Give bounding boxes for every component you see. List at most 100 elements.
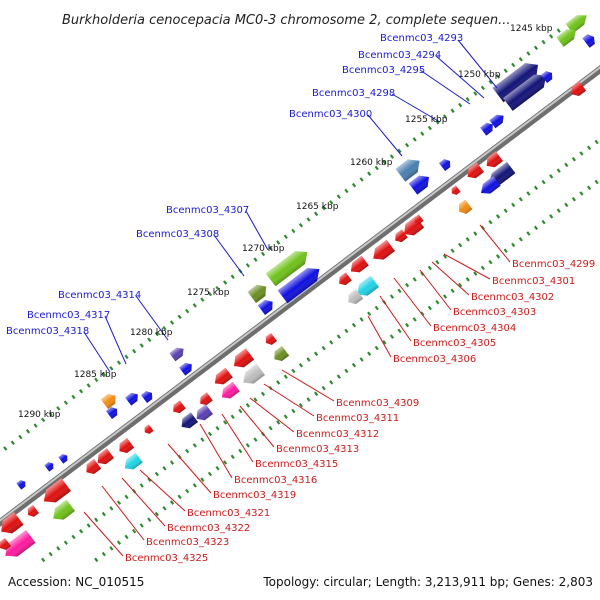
- gene-arrow[interactable]: [582, 32, 597, 48]
- tick-dot: [427, 125, 432, 131]
- gene-arrow[interactable]: [464, 162, 484, 181]
- gene-arrow[interactable]: [142, 424, 154, 435]
- gene-arrow[interactable]: [83, 458, 102, 477]
- gene-arrow[interactable]: [369, 239, 395, 264]
- gene-label-4307[interactable]: Bcenmc03_4307: [166, 205, 249, 216]
- tick-dot: [238, 408, 243, 414]
- gene-label-4301[interactable]: Bcenmc03_4301: [492, 276, 575, 287]
- gene-arrow[interactable]: [0, 537, 12, 552]
- gene-label-4295[interactable]: Bcenmc03_4295: [342, 65, 425, 76]
- gene-label-4299[interactable]: Bcenmc03_4299: [512, 259, 595, 270]
- gene-label-4315[interactable]: Bcenmc03_4315: [255, 459, 338, 470]
- tick-dot: [283, 414, 288, 419]
- gene-arrow[interactable]: [336, 272, 352, 287]
- gene-arrow[interactable]: [271, 345, 290, 364]
- gene-arrow[interactable]: [483, 151, 503, 170]
- gene-label-4325[interactable]: Bcenmc03_4325: [125, 553, 208, 564]
- gene-arrow[interactable]: [218, 381, 240, 402]
- gene-arrow[interactable]: [265, 246, 312, 287]
- gene-label-4323[interactable]: Bcenmc03_4323: [146, 537, 229, 548]
- gene-label-4313[interactable]: Bcenmc03_4313: [276, 444, 359, 455]
- gene-arrow[interactable]: [100, 391, 119, 410]
- gene-arrow[interactable]: [492, 58, 544, 103]
- gene-arrow[interactable]: [456, 199, 473, 217]
- tick-dot: [154, 331, 159, 337]
- gene-arrow[interactable]: [395, 154, 425, 182]
- gene-arrow[interactable]: [392, 229, 408, 244]
- gene-label-4306[interactable]: Bcenmc03_4306: [393, 354, 476, 365]
- gene-arrow[interactable]: [125, 390, 141, 406]
- gene-arrow[interactable]: [277, 263, 324, 304]
- tick-dot: [139, 483, 144, 488]
- gene-label-4316[interactable]: Bcenmc03_4316: [234, 475, 317, 486]
- leader-line: [245, 210, 269, 251]
- gene-arrow[interactable]: [239, 363, 265, 388]
- gene-label-4298[interactable]: Bcenmc03_4298: [312, 88, 395, 99]
- gene-arrow[interactable]: [503, 69, 551, 111]
- gene-arrow[interactable]: [169, 345, 186, 362]
- gene-label-4308[interactable]: Bcenmc03_4308: [136, 229, 219, 240]
- gene-arrow[interactable]: [438, 157, 453, 172]
- gene-label-4318[interactable]: Bcenmc03_4318: [6, 326, 89, 337]
- gene-arrow[interactable]: [565, 11, 591, 34]
- gene-label-4294[interactable]: Bcenmc03_4294: [358, 50, 441, 61]
- gene-arrow[interactable]: [105, 405, 120, 420]
- gene-label-4312[interactable]: Bcenmc03_4312: [296, 429, 379, 440]
- gene-arrow[interactable]: [556, 25, 579, 47]
- gene-arrow[interactable]: [247, 281, 271, 304]
- gene-arrow[interactable]: [140, 389, 155, 404]
- gene-arrow[interactable]: [230, 348, 255, 371]
- gene-arrow[interactable]: [179, 360, 195, 376]
- gene-arrow[interactable]: [49, 499, 75, 524]
- gene-arrow[interactable]: [211, 367, 233, 388]
- gene-arrow[interactable]: [345, 288, 364, 307]
- tick-dot: [495, 254, 501, 259]
- gene-arrow[interactable]: [263, 332, 278, 347]
- tick-dot: [200, 297, 205, 302]
- gene-arrow[interactable]: [477, 176, 501, 198]
- gene-arrow[interactable]: [408, 171, 433, 195]
- gene-arrow[interactable]: [568, 80, 587, 99]
- gene-arrow[interactable]: [485, 161, 516, 190]
- gene-label-4293[interactable]: Bcenmc03_4293: [380, 33, 463, 44]
- gene-label-4309[interactable]: Bcenmc03_4309: [336, 398, 419, 409]
- tick-dot: [397, 288, 402, 294]
- gene-arrow[interactable]: [489, 112, 506, 129]
- gene-arrow[interactable]: [193, 404, 213, 423]
- gene-arrow[interactable]: [116, 437, 135, 456]
- gene-label-4300[interactable]: Bcenmc03_4300: [289, 109, 372, 120]
- gene-arrow[interactable]: [0, 529, 36, 562]
- gene-arrow[interactable]: [94, 448, 114, 467]
- gene-arrow[interactable]: [353, 275, 379, 300]
- gene-arrow[interactable]: [170, 400, 186, 415]
- gene-label-4302[interactable]: Bcenmc03_4302: [471, 292, 554, 303]
- gene-arrow[interactable]: [449, 185, 461, 196]
- gene-label-4319[interactable]: Bcenmc03_4319: [213, 490, 296, 501]
- gene-label-4304[interactable]: Bcenmc03_4304: [433, 323, 516, 334]
- tick-dot: [526, 231, 531, 236]
- gene-arrow[interactable]: [58, 452, 69, 464]
- gene-arrow[interactable]: [197, 392, 213, 407]
- gene-label-4303[interactable]: Bcenmc03_4303: [453, 307, 536, 318]
- gene-arrow[interactable]: [347, 255, 369, 276]
- gene-arrow[interactable]: [480, 120, 496, 136]
- gene-label-4317[interactable]: Bcenmc03_4317: [27, 310, 110, 321]
- gene-arrow[interactable]: [540, 69, 555, 84]
- tick-dot: [185, 308, 190, 314]
- gene-arrow[interactable]: [16, 478, 27, 490]
- kbp-label-1265: 1265 kbp: [296, 202, 339, 212]
- gene-arrow[interactable]: [25, 504, 40, 519]
- gene-arrow[interactable]: [0, 511, 24, 538]
- gene-arrow[interactable]: [44, 460, 55, 472]
- gene-label-4311[interactable]: Bcenmc03_4311: [316, 413, 399, 424]
- gene-label-4321[interactable]: Bcenmc03_4321: [187, 508, 270, 519]
- gene-label-4314[interactable]: Bcenmc03_4314: [58, 290, 141, 301]
- tick-dot: [511, 202, 516, 208]
- gene-arrow[interactable]: [257, 297, 276, 316]
- gene-label-4305[interactable]: Bcenmc03_4305: [413, 338, 496, 349]
- gene-label-4322[interactable]: Bcenmc03_4322: [167, 523, 250, 534]
- gene-arrow[interactable]: [39, 478, 71, 508]
- gene-arrow[interactable]: [412, 214, 424, 225]
- gene-arrow[interactable]: [178, 412, 198, 431]
- gene-arrow[interactable]: [121, 452, 143, 473]
